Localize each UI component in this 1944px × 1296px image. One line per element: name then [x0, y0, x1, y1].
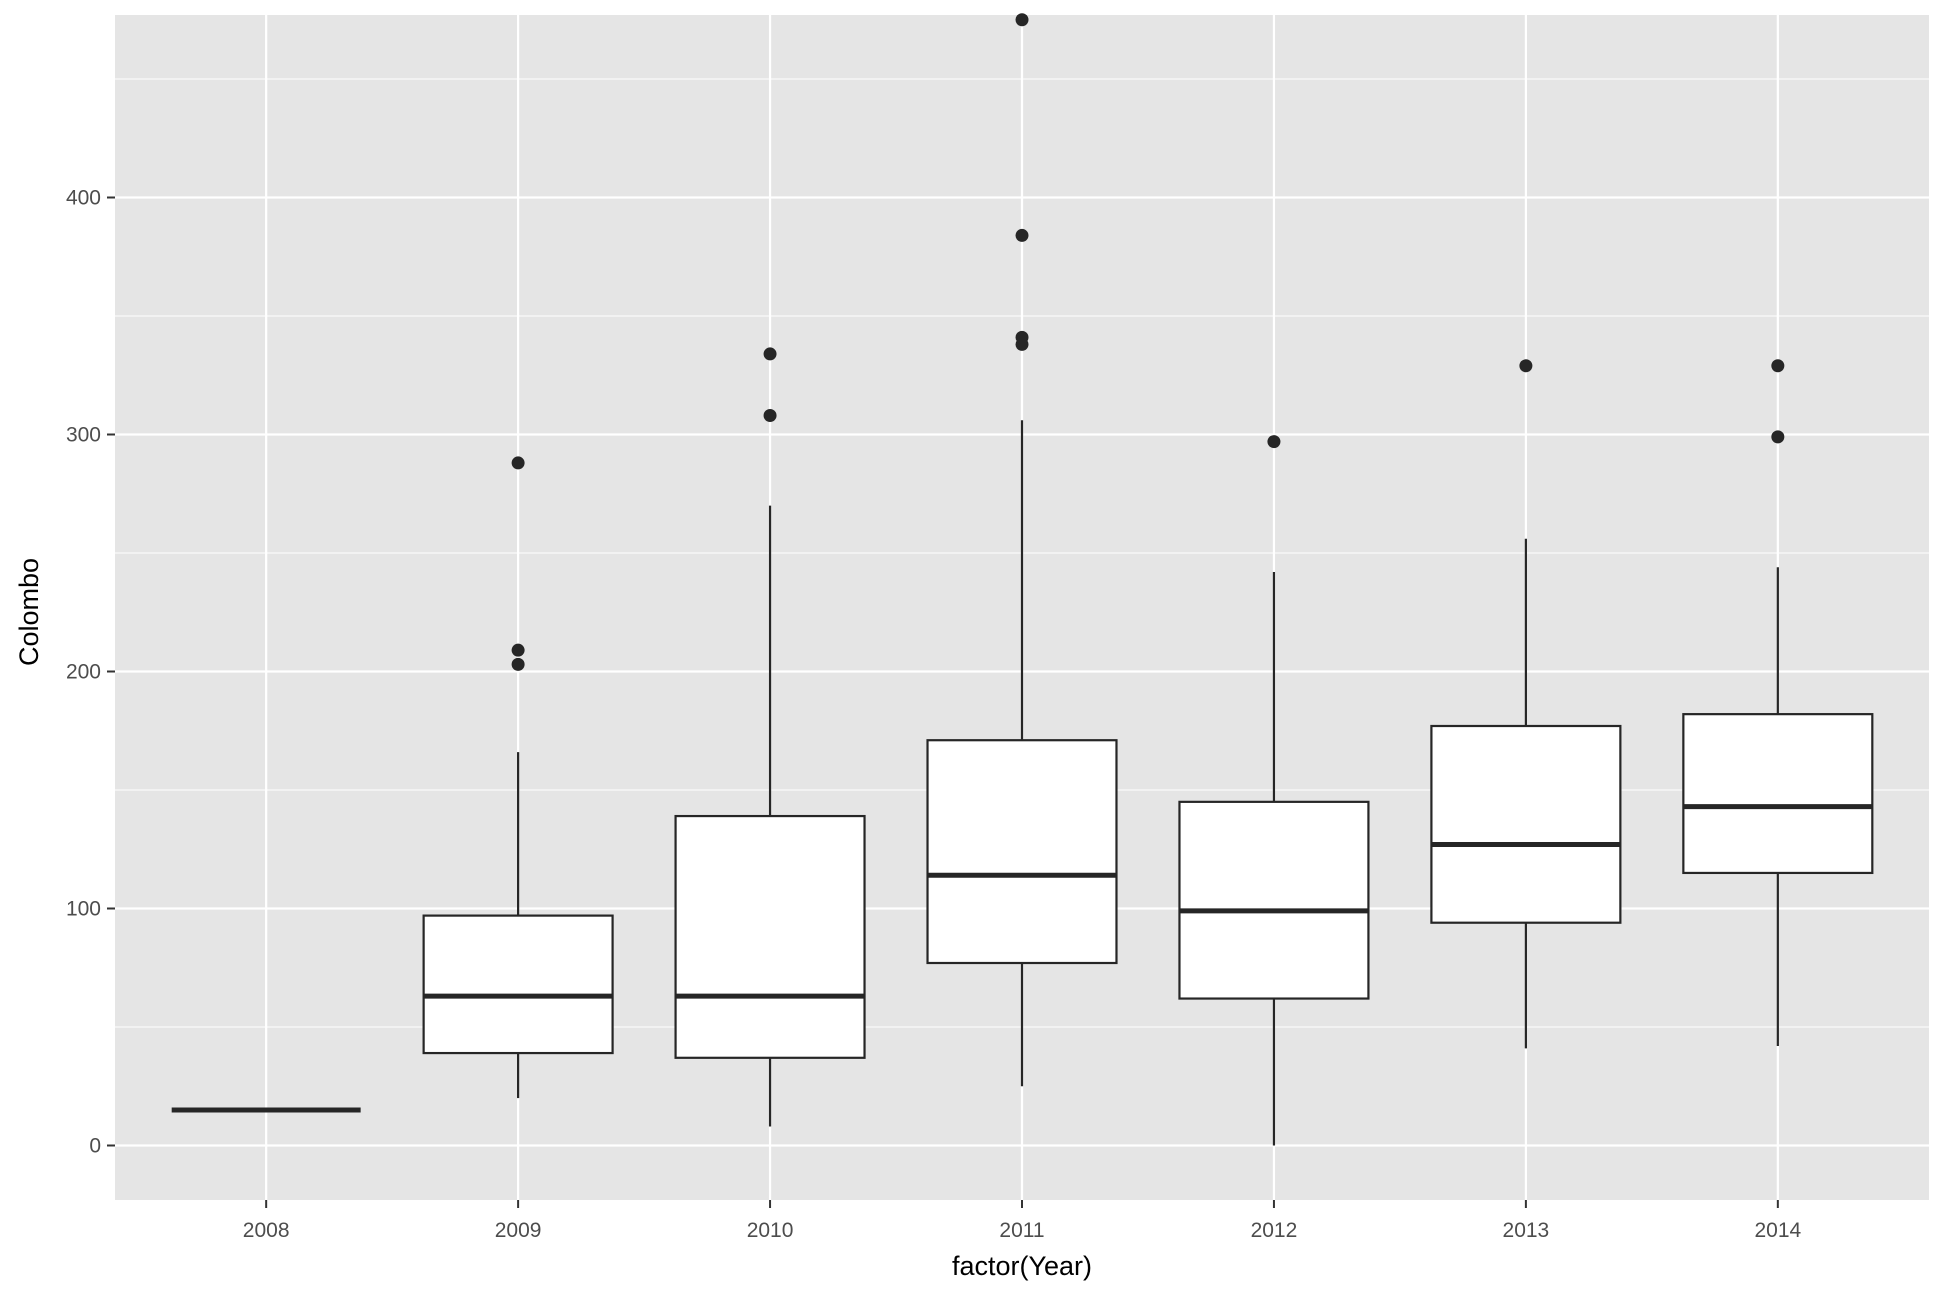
x-tick-label: 2012	[1251, 1219, 1298, 1242]
outlier-point	[1015, 330, 1029, 344]
box-2010	[674, 347, 866, 1127]
box-series	[171, 13, 1874, 1146]
outlier-point	[511, 456, 525, 470]
x-tick-label: 2011	[999, 1219, 1044, 1242]
x-tick-label: 2010	[747, 1219, 794, 1242]
x-axis: 2008 2009 2010 2011 2012 2013 2014	[243, 1200, 1802, 1242]
y-axis: 0 100 200 300 400	[66, 186, 115, 1157]
outlier-point	[1015, 228, 1029, 242]
x-tick-label: 2009	[495, 1219, 542, 1242]
box-iqr	[674, 814, 866, 1059]
y-tick-label: 200	[66, 660, 101, 683]
box-2011	[926, 13, 1118, 1087]
y-tick-label: 300	[66, 423, 101, 446]
outlier-point	[1015, 13, 1029, 27]
y-tick-label: 400	[66, 186, 101, 209]
outlier-point	[763, 347, 777, 361]
x-axis-title: factor(Year)	[952, 1251, 1092, 1281]
box-2013	[1430, 359, 1622, 1049]
box-2009	[422, 456, 614, 1099]
outlier-point	[1771, 359, 1785, 373]
y-tick-label: 100	[66, 897, 101, 920]
box-iqr	[926, 739, 1118, 965]
x-tick-label: 2008	[243, 1219, 290, 1242]
box-2014	[1682, 359, 1874, 1046]
outlier-point	[511, 657, 525, 671]
box-iqr	[1178, 800, 1370, 1000]
box-iqr	[422, 914, 614, 1055]
outlier-point	[1519, 359, 1533, 373]
y-tick-label: 0	[89, 1134, 101, 1157]
x-tick-label: 2014	[1754, 1219, 1801, 1242]
x-tick-label: 2013	[1503, 1219, 1550, 1242]
outlier-point	[763, 409, 777, 423]
box-iqr	[1430, 724, 1622, 924]
box-iqr	[1682, 713, 1874, 875]
outlier-point	[1771, 430, 1785, 444]
outlier-point	[1267, 435, 1281, 449]
box-2012	[1178, 435, 1370, 1146]
outlier-point	[511, 643, 525, 657]
y-axis-title: Colombo	[14, 558, 44, 666]
